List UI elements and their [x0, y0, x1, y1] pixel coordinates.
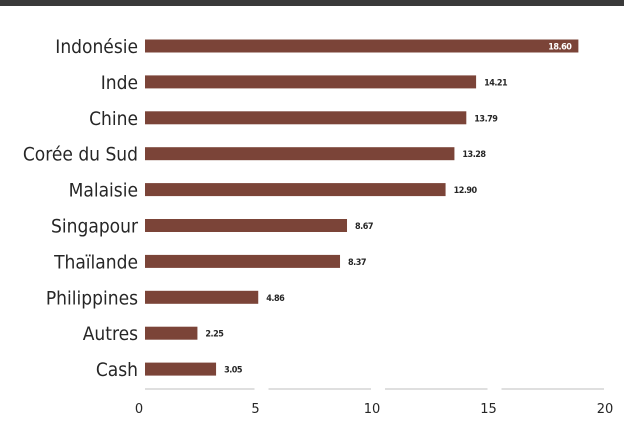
bar [145, 39, 579, 53]
value-label: 18.60 [548, 43, 572, 53]
category-label: Indonésie [55, 36, 138, 58]
category-label: Autres [83, 323, 138, 345]
value-label: 14.21 [484, 78, 508, 88]
top-rule [0, 0, 624, 6]
x-tick-label: 5 [251, 402, 259, 417]
bar [145, 362, 217, 376]
value-label: 13.79 [474, 114, 498, 124]
category-label: Thaïlande [53, 251, 138, 273]
bar [145, 219, 348, 232]
x-tick-label: 20 [597, 402, 614, 417]
value-label: 12.90 [454, 186, 478, 196]
category-label: Chine [89, 108, 138, 130]
bar [145, 183, 446, 197]
value-labels: 18.60 14.21 13.79 13.28 12.90 8.67 8.37 4.86 2.2… [205, 43, 572, 376]
value-label: 8.67 [355, 222, 373, 232]
bar [145, 254, 341, 268]
category-label: Inde [101, 72, 138, 94]
bar [145, 75, 477, 89]
category-label: Corée du Sud [23, 144, 138, 166]
category-label: Singapour [51, 216, 139, 238]
bar [145, 111, 467, 125]
value-label: 8.37 [348, 258, 366, 268]
category-label: Philippines [46, 287, 138, 309]
value-label: 4.86 [266, 294, 285, 304]
x-tick-label: 0 [135, 402, 143, 417]
value-label: 3.05 [224, 366, 243, 376]
bar [145, 326, 198, 340]
bar [145, 290, 259, 304]
value-label: 2.25 [205, 330, 224, 340]
x-tick-label: 10 [364, 402, 381, 417]
bar [145, 147, 455, 161]
x-tick-label: 15 [480, 402, 497, 417]
category-labels: Indonésie Inde Chine Corée du Sud Malaisie Si… [23, 36, 139, 381]
bars [145, 39, 579, 376]
x-tick-labels: 0 5 10 15 20 [135, 402, 613, 417]
category-label: Malaisie [69, 180, 138, 202]
category-label: Cash [96, 359, 138, 381]
value-label: 13.28 [462, 150, 486, 160]
